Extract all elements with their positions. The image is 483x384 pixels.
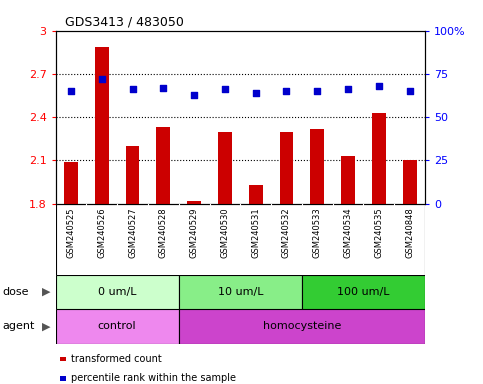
Text: control: control [98,321,136,331]
Point [221,86,229,93]
Text: GSM240531: GSM240531 [251,207,260,258]
Text: GSM240535: GSM240535 [374,207,384,258]
Text: 100 um/L: 100 um/L [337,287,390,297]
Point [283,88,290,94]
Bar [56,275,179,309]
Bar [64,162,78,204]
Bar [156,127,170,204]
Point [344,86,352,93]
Bar [179,275,302,309]
Bar [187,201,201,204]
Text: GSM240528: GSM240528 [159,207,168,258]
Bar [56,309,179,344]
Point [406,88,413,94]
Point [67,88,75,94]
Bar [302,275,425,309]
Text: GDS3413 / 483050: GDS3413 / 483050 [65,16,184,29]
Text: GSM240526: GSM240526 [97,207,106,258]
Point [98,76,106,82]
Point [375,83,383,89]
Point [128,86,136,93]
Text: GSM240533: GSM240533 [313,207,322,258]
Text: GSM240529: GSM240529 [190,207,199,258]
Bar [95,46,109,204]
Bar [403,161,416,204]
Text: GSM240848: GSM240848 [405,207,414,258]
Text: GSM240527: GSM240527 [128,207,137,258]
Bar [372,113,386,204]
Text: 0 um/L: 0 um/L [98,287,136,297]
Text: agent: agent [2,321,35,331]
Point [313,88,321,94]
Text: homocysteine: homocysteine [263,321,341,331]
Text: GSM240534: GSM240534 [343,207,353,258]
Point [159,84,167,91]
Point [252,90,259,96]
Text: 10 um/L: 10 um/L [217,287,263,297]
Point [190,91,198,98]
Text: GSM240532: GSM240532 [282,207,291,258]
Bar [126,146,140,204]
Text: GSM240530: GSM240530 [220,207,229,258]
Bar [218,132,232,204]
Bar [311,129,324,204]
Text: dose: dose [2,287,29,297]
Bar [341,156,355,204]
Bar [179,309,425,344]
Text: transformed count: transformed count [71,354,162,364]
Text: percentile rank within the sample: percentile rank within the sample [71,373,236,383]
Text: ▶: ▶ [42,287,51,297]
Bar [280,132,293,204]
Bar [249,185,263,204]
Text: ▶: ▶ [42,321,51,331]
Text: GSM240525: GSM240525 [67,207,75,258]
